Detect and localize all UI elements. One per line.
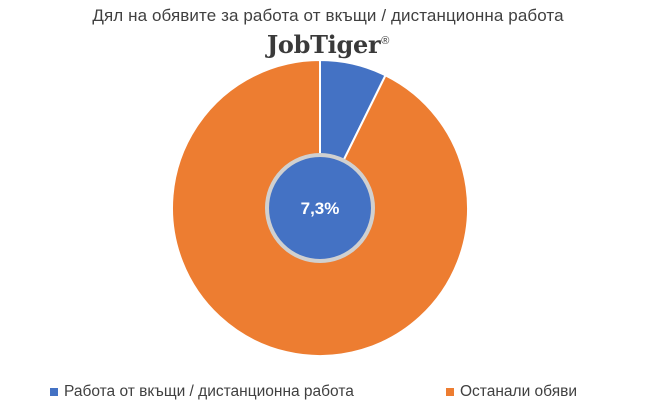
brand-name: JobTiger (266, 30, 381, 59)
legend-label-remote-work: Работа от вкъщи / дистанционна работа (64, 383, 354, 400)
center-percentage-label: 7,3% (301, 199, 340, 218)
legend-label-other-ads: Останали обяви (460, 383, 577, 400)
jobtiger-logo: JobTiger® (0, 30, 656, 59)
center-disk (265, 153, 375, 263)
legend-swatch-remote-work (50, 388, 58, 396)
chart-legend: Работа от вкъщи / дистанционна работа Ос… (0, 383, 656, 405)
legend-item-remote-work: Работа от вкъщи / дистанционна работа (50, 383, 354, 401)
legend-swatch-other-ads (446, 388, 454, 396)
chart-title: Дял на обявите за работа от вкъщи / дист… (92, 6, 564, 25)
legend-item-other-ads: Останали обяви (446, 383, 577, 401)
registered-mark: ® (381, 35, 390, 47)
